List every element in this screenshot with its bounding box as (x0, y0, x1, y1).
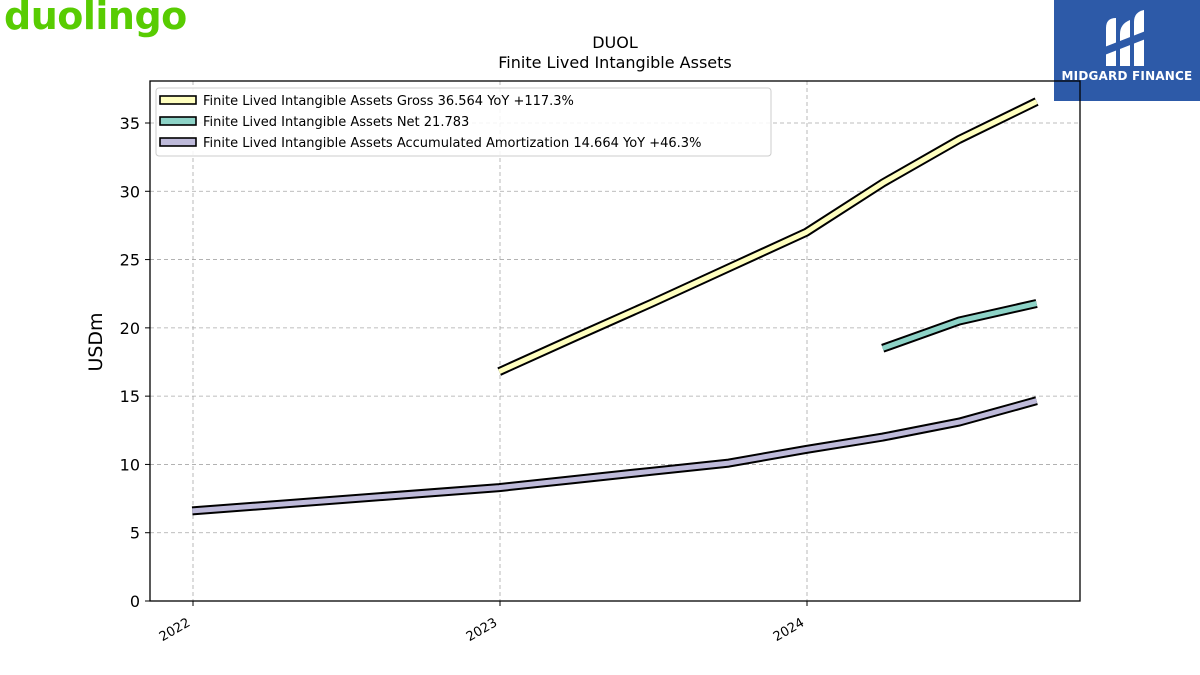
midgard-mark-icon (1102, 10, 1148, 66)
y-axis-label: USDm (85, 312, 107, 371)
y-tick-label: 0 (130, 592, 140, 611)
y-tick-label: 35 (120, 114, 140, 133)
series-line-2 (881, 301, 1038, 351)
series-line-outline (191, 396, 1038, 516)
series-lines (191, 97, 1039, 516)
legend: Finite Lived Intangible Assets Gross 36.… (155, 87, 772, 157)
x-tick-label: 2023 (464, 615, 500, 645)
legend-label: Finite Lived Intangible Assets Accumulat… (203, 136, 701, 151)
legend-label: Finite Lived Intangible Assets Net 21.78… (203, 115, 469, 130)
legend-label: Finite Lived Intangible Assets Gross 36.… (203, 94, 574, 109)
chart-subtitle: Finite Lived Intangible Assets (498, 53, 731, 72)
duolingo-logo: duolingo (4, 0, 187, 38)
x-tick-label: 2024 (771, 615, 807, 645)
midgard-finance-logo: MIDGARD FINANCE (1054, 0, 1200, 101)
axes: 0 5 10 15 20 25 30 35 2022 2023 2024 (120, 114, 808, 645)
legend-swatch (159, 116, 197, 126)
y-tick-label: 25 (120, 251, 140, 270)
plot-frame (149, 80, 1081, 602)
y-tick-label: 20 (120, 319, 140, 338)
legend-swatch (159, 95, 197, 105)
x-tick-label: 2022 (157, 615, 193, 645)
y-tick-label: 5 (130, 524, 140, 543)
legend-swatch (159, 137, 197, 147)
y-tick-label: 10 (120, 455, 140, 474)
y-tick-label: 30 (120, 182, 140, 201)
chart-title: DUOL (592, 33, 638, 52)
legend-box (155, 87, 772, 157)
grid (150, 81, 1080, 601)
series-line-1 (498, 99, 1038, 374)
watermark-text: MIDGARD FINANCE (1061, 69, 1193, 83)
y-tick-label: 15 (120, 387, 140, 406)
series-line-3 (192, 398, 1038, 514)
